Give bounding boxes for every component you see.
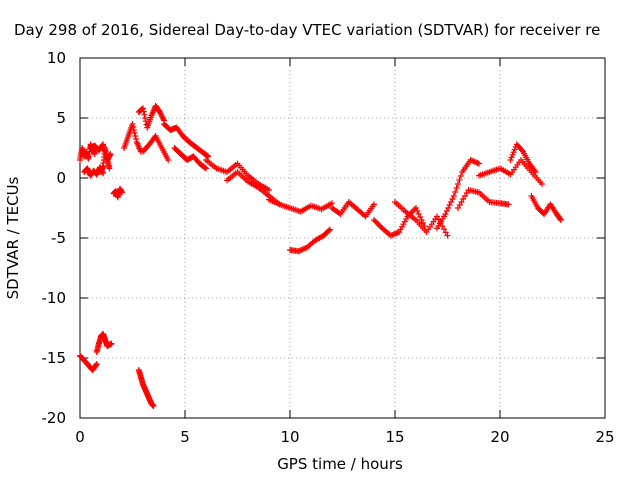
data-point [443,208,450,214]
y-tick-label: -5 [51,229,66,247]
data-point [119,189,125,196]
y-axis-label: SDTVAR / TECUs [4,176,22,299]
data-point [132,133,139,139]
data-point [130,124,137,130]
data-point [415,211,422,217]
data-point [444,232,451,239]
x-tick-label: 25 [595,428,614,446]
data-point [106,165,113,172]
data-point [325,227,332,234]
data-point [455,181,461,187]
y-tick-label: -15 [42,349,67,367]
data-point [140,105,146,112]
data-point [371,201,377,208]
data-point [452,189,459,195]
data-point [371,217,377,223]
data-point [108,340,115,347]
x-tick-label: 5 [180,428,190,446]
data-point [372,218,379,225]
data-point [93,362,100,368]
data-point [140,108,147,115]
data-point [453,185,460,191]
data-point [129,121,136,127]
data-point [539,181,545,187]
x-tick-label: 10 [280,428,299,446]
x-tick-label: 20 [490,428,509,446]
data-point [445,205,452,211]
data-point [450,193,457,199]
data-point [142,115,149,121]
data-point [266,187,272,193]
data-point [93,361,100,367]
data-point [456,177,463,183]
data-point [505,201,512,208]
y-tick-label: 10 [47,49,66,67]
y-axis: -20 -15 -10 -5 0 5 10 [42,49,605,427]
data-point [141,111,148,118]
data-point [203,165,209,172]
data-point [165,157,172,163]
data-point [91,151,98,157]
data-point [532,169,539,175]
data-point [434,213,440,220]
data-point [326,226,333,233]
data-point [519,147,526,154]
data-point [131,130,138,136]
data-point [375,221,382,228]
data-points [77,103,564,409]
data-point [441,226,447,233]
y-tick-label: 5 [56,109,66,127]
data-point [446,202,453,208]
chart-title: Day 298 of 2016, Sidereal Day-to-day VTE… [14,21,600,39]
data-point [413,205,419,211]
data-point [130,127,137,133]
y-tick-label: -10 [42,289,67,307]
y-tick-label: -20 [42,409,67,427]
x-axis: 0 5 10 15 20 25 [75,58,615,446]
data-point [457,173,464,179]
data-point [442,229,449,236]
grid [80,58,605,418]
x-axis-label: GPS time / hours [277,455,403,473]
y-tick-label: 0 [56,169,66,187]
data-point [557,216,564,222]
data-point [201,164,208,171]
data-point [373,219,380,226]
data-point [448,199,454,205]
data-point [476,160,482,167]
x-tick-label: 0 [75,428,85,446]
data-point [204,152,211,159]
data-point [557,217,564,223]
data-point [133,136,139,142]
data-point [449,196,456,202]
data-point [376,222,383,229]
x-tick-label: 15 [385,428,404,446]
data-point [150,403,157,409]
